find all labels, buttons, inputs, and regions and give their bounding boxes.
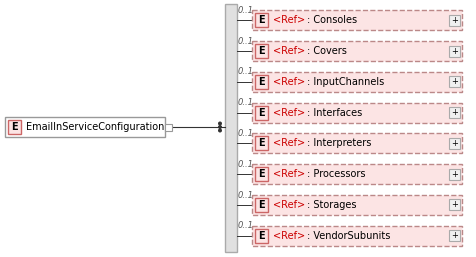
Bar bbox=[255, 75, 268, 89]
Text: E: E bbox=[258, 46, 265, 56]
Text: EmailInServiceConfiguration: EmailInServiceConfiguration bbox=[26, 122, 164, 132]
Text: +: + bbox=[451, 47, 458, 56]
Bar bbox=[252, 72, 462, 92]
Bar bbox=[165, 124, 172, 131]
Circle shape bbox=[218, 122, 221, 125]
Text: <Ref>: <Ref> bbox=[273, 46, 305, 56]
Text: E: E bbox=[258, 138, 265, 148]
Text: : Covers: : Covers bbox=[307, 46, 347, 56]
Text: <Ref>: <Ref> bbox=[273, 15, 305, 25]
Bar bbox=[252, 10, 462, 30]
Bar bbox=[252, 41, 462, 61]
Bar bbox=[252, 164, 462, 184]
Bar bbox=[449, 46, 460, 57]
Text: +: + bbox=[451, 77, 458, 86]
Text: E: E bbox=[258, 108, 265, 118]
Bar bbox=[255, 13, 268, 27]
Bar bbox=[449, 169, 460, 180]
Text: : VendorSubunits: : VendorSubunits bbox=[307, 231, 390, 241]
Text: 0..1: 0..1 bbox=[238, 160, 254, 169]
Bar bbox=[449, 107, 460, 118]
Text: : Interpreters: : Interpreters bbox=[307, 138, 371, 148]
Bar bbox=[5, 117, 165, 137]
Circle shape bbox=[218, 126, 221, 128]
Text: : Interfaces: : Interfaces bbox=[307, 108, 362, 118]
Text: +: + bbox=[451, 108, 458, 117]
Bar bbox=[252, 195, 462, 215]
Text: <Ref>: <Ref> bbox=[273, 200, 305, 210]
Bar bbox=[255, 106, 268, 120]
Text: E: E bbox=[11, 122, 18, 132]
Text: +: + bbox=[451, 170, 458, 179]
Text: : Processors: : Processors bbox=[307, 169, 366, 179]
Text: E: E bbox=[258, 15, 265, 25]
Text: +: + bbox=[451, 139, 458, 148]
Bar bbox=[252, 103, 462, 123]
Bar bbox=[252, 133, 462, 153]
Text: E: E bbox=[258, 169, 265, 179]
Text: : InputChannels: : InputChannels bbox=[307, 77, 384, 87]
Bar bbox=[255, 167, 268, 181]
Text: <Ref>: <Ref> bbox=[273, 138, 305, 148]
Text: : Storages: : Storages bbox=[307, 200, 357, 210]
Text: E: E bbox=[258, 231, 265, 241]
Text: 0..1: 0..1 bbox=[238, 190, 254, 199]
Text: 0..1: 0..1 bbox=[238, 98, 254, 107]
Text: +: + bbox=[451, 16, 458, 25]
Text: 0..1: 0..1 bbox=[238, 6, 254, 15]
Bar bbox=[8, 120, 21, 134]
Text: E: E bbox=[258, 77, 265, 87]
Bar bbox=[449, 138, 460, 149]
Circle shape bbox=[218, 129, 221, 132]
Bar bbox=[449, 76, 460, 87]
Text: 0..1: 0..1 bbox=[238, 221, 254, 230]
Bar bbox=[255, 44, 268, 58]
Bar bbox=[255, 229, 268, 243]
Bar bbox=[225, 4, 237, 252]
Text: 0..1: 0..1 bbox=[238, 37, 254, 46]
Text: : Consoles: : Consoles bbox=[307, 15, 357, 25]
Bar bbox=[252, 226, 462, 246]
Bar bbox=[449, 199, 460, 210]
Bar bbox=[449, 230, 460, 241]
Bar bbox=[255, 136, 268, 150]
Bar bbox=[255, 198, 268, 212]
Text: E: E bbox=[258, 200, 265, 210]
Text: <Ref>: <Ref> bbox=[273, 231, 305, 241]
Text: +: + bbox=[451, 200, 458, 209]
Text: <Ref>: <Ref> bbox=[273, 108, 305, 118]
Bar bbox=[449, 15, 460, 26]
Text: +: + bbox=[451, 231, 458, 240]
Text: <Ref>: <Ref> bbox=[273, 169, 305, 179]
Text: <Ref>: <Ref> bbox=[273, 77, 305, 87]
Text: 0..1: 0..1 bbox=[238, 129, 254, 138]
Text: 0..1: 0..1 bbox=[238, 68, 254, 77]
